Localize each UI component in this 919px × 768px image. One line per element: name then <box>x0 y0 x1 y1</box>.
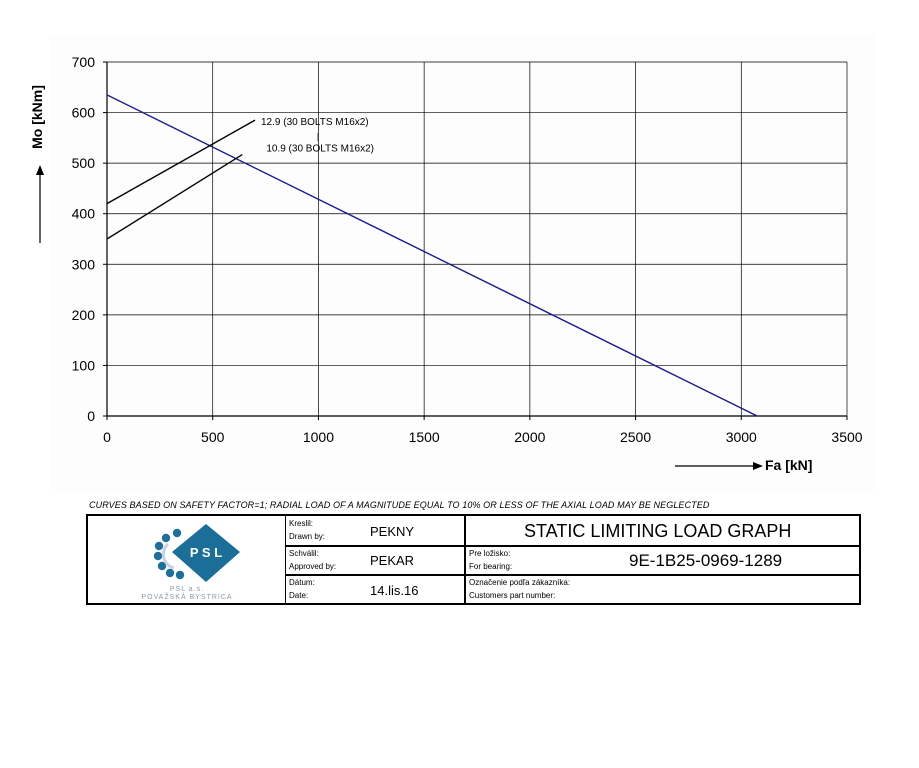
approved-label-en: Approved by: <box>289 562 337 571</box>
y-tick-label: 400 <box>72 206 96 222</box>
y-tick-label: 0 <box>87 408 95 424</box>
x-axis-arrowhead <box>753 462 763 470</box>
date-label-en: Date: <box>289 591 309 600</box>
drawn-value: PEKNY <box>370 524 415 539</box>
graph-title: STATIC LIMITING LOAD GRAPH <box>524 521 792 541</box>
x-tick-label: 3000 <box>726 429 757 445</box>
bolt-line <box>106 119 256 205</box>
drawn-label-en: Drawn by: <box>289 532 326 541</box>
approved-label-sk: Schválil: <box>289 549 319 558</box>
drawn-label-sk: Kreslil: <box>289 519 314 528</box>
x-tick-label: 1500 <box>409 429 440 445</box>
y-tick-label: 500 <box>72 155 96 171</box>
approved-value: PEKAR <box>370 553 415 568</box>
customer-label-en: Customers part number: <box>469 591 556 600</box>
x-axis-label: Fa [kN] <box>765 457 812 473</box>
divider <box>286 574 861 576</box>
chart-area: 0 500 1000 1500 2000 2500 3000 3500 0 100 200 300 40… <box>29 35 875 490</box>
logo-caption-1: PSL a.s. <box>169 586 205 593</box>
customer-label-sk: Označenie podľa zákazníka: <box>469 578 571 587</box>
diamond-icon <box>172 524 240 582</box>
logo-text: P S L <box>190 545 222 560</box>
y-tick-label: 700 <box>72 54 96 70</box>
limit-line <box>106 94 758 417</box>
x-tick-label: 3500 <box>831 429 862 445</box>
series-label: 10.9 (30 BOLTS M16x2) <box>266 144 374 155</box>
x-tick-label: 2000 <box>514 429 545 445</box>
y-tick-label: 300 <box>72 256 96 272</box>
load-chart: 0 500 1000 1500 2000 2500 3000 3500 0 100 200 300 40… <box>29 35 875 490</box>
x-tick-label: 2500 <box>620 429 651 445</box>
date-value: 14.lis.16 <box>370 583 419 598</box>
y-tick-label: 100 <box>72 357 96 373</box>
divider <box>286 545 861 547</box>
psl-logo: P S L <box>153 524 240 582</box>
safety-note: CURVES BASED ON SAFETY FACTOR=1; RADIAL … <box>89 500 710 510</box>
y-axis-label: Mo [kNm] <box>29 85 45 149</box>
x-tick-label: 0 <box>103 429 111 445</box>
logo-caption-2: POVAŽSKÁ BYSTRICA <box>141 594 233 601</box>
y-axis-arrowhead <box>36 165 44 175</box>
series-label: 12.9 (30 BOLTS M16x2) <box>261 117 369 128</box>
title-block: P S L PSL a.s. POVAŽSKÁ BYSTRICA Kreslil… <box>86 514 861 605</box>
bearing-label-sk: Pre ložisko: <box>469 549 511 558</box>
x-tick-label: 1000 <box>303 429 334 445</box>
bearing-label-en: For bearing: <box>469 562 513 571</box>
date-label-sk: Dátum: <box>289 578 315 587</box>
divider <box>464 516 466 603</box>
chart-background <box>50 35 875 490</box>
x-tick-label: 500 <box>201 429 225 445</box>
bearing-value: 9E-1B25-0969-1289 <box>629 551 783 570</box>
bearing-balls-icon <box>153 528 185 580</box>
y-tick-label: 200 <box>72 307 96 323</box>
logo-cell: P S L PSL a.s. POVAŽSKÁ BYSTRICA <box>88 516 286 603</box>
y-tick-label: 600 <box>72 105 96 121</box>
bolt-line <box>106 153 243 240</box>
